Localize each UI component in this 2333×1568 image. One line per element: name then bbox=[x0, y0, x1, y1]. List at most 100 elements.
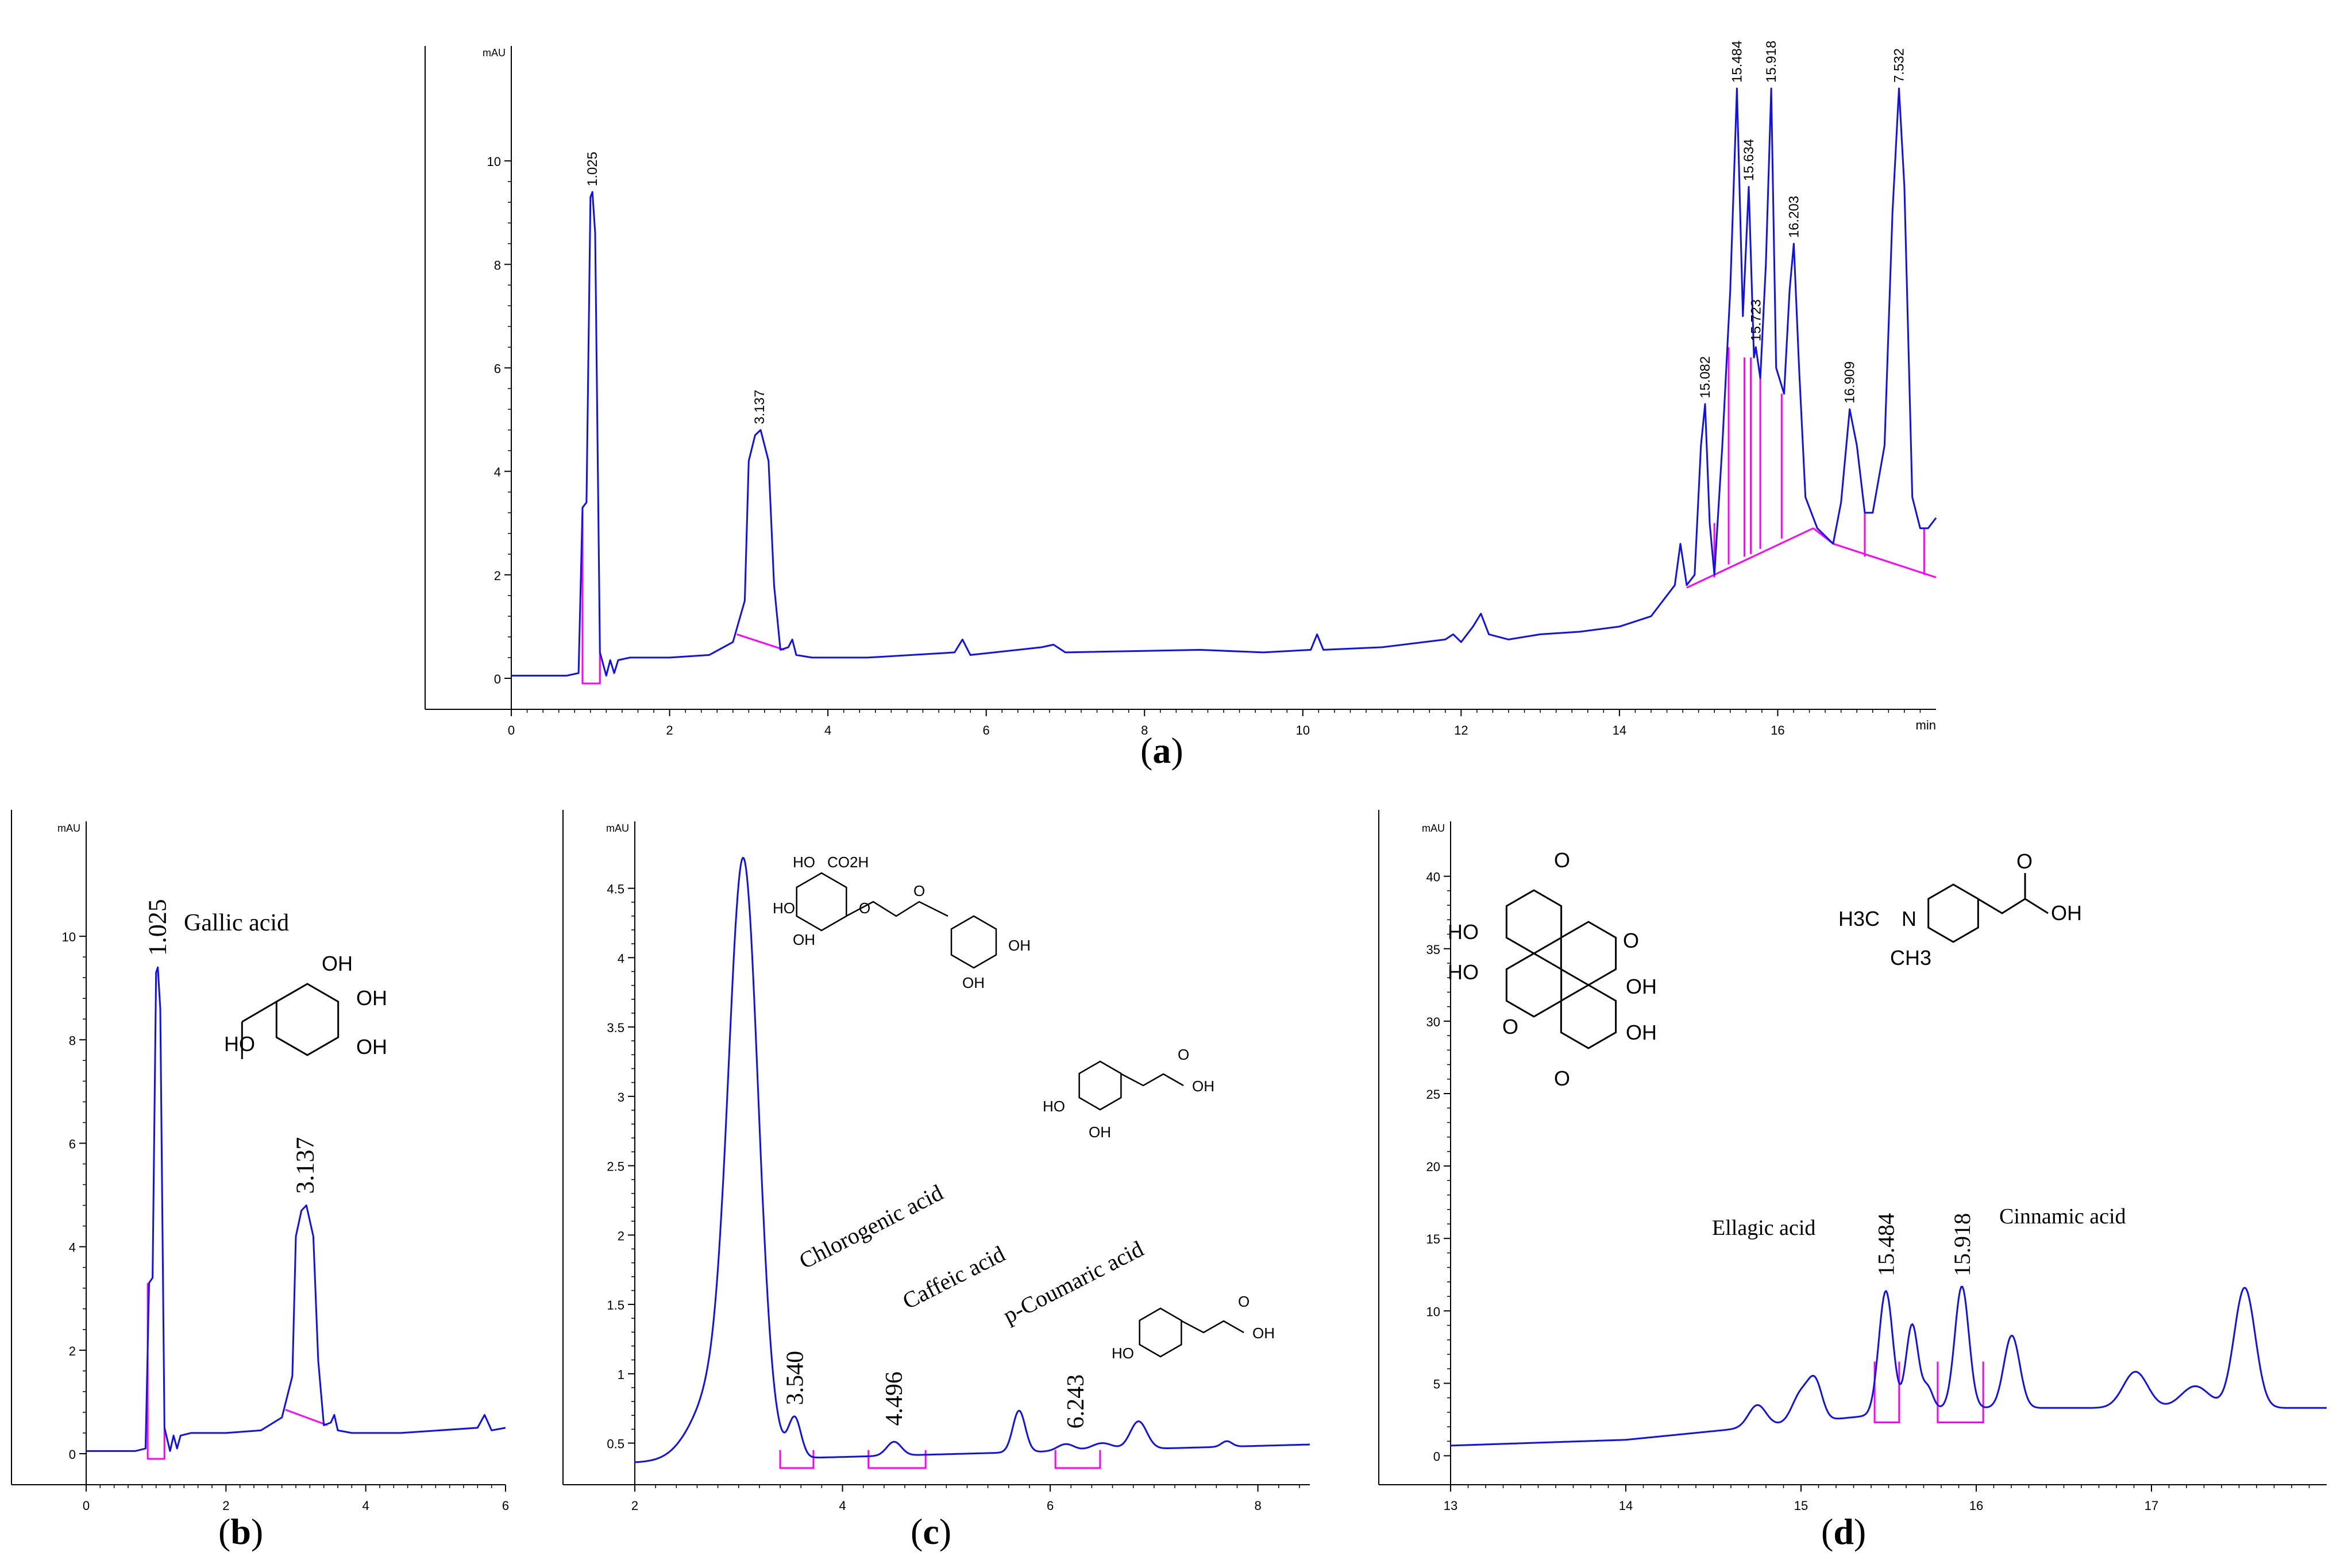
integration-baseline bbox=[1813, 527, 1937, 578]
y-tick-label: 0 bbox=[1433, 1450, 1440, 1464]
peak-label: 16.909 bbox=[1842, 361, 1858, 403]
y-tick-label: 1 bbox=[618, 1368, 624, 1382]
x-tick-label: 14 bbox=[1619, 1499, 1633, 1513]
structure-atom-label: OH bbox=[1626, 1021, 1657, 1044]
y-tick-label: 0 bbox=[494, 672, 501, 686]
structure-atom-label: O bbox=[1238, 1293, 1250, 1310]
aromatic-ring bbox=[1560, 984, 1617, 1049]
y-tick-label: 8 bbox=[494, 258, 501, 272]
caption-d: (d) bbox=[1821, 1511, 1867, 1552]
structure-atom-label: HO bbox=[773, 899, 795, 917]
x-tick-label: 17 bbox=[2145, 1499, 2158, 1513]
x-tick-label: 15 bbox=[1794, 1499, 1808, 1513]
peak-label: 6.243 bbox=[1063, 1374, 1089, 1429]
chart-d: 0 5 10 15 20 25 30 35 40 13 14 15 16 17 mAU 15.484 15.91… bbox=[1378, 798, 2327, 1513]
y-tick-label: 5 bbox=[1433, 1377, 1440, 1391]
aromatic-ring bbox=[1560, 921, 1617, 986]
x-tick-label: 12 bbox=[1454, 723, 1468, 737]
peak-label: 3.137 bbox=[752, 390, 768, 424]
x-tick-label: 6 bbox=[983, 723, 990, 737]
structure-atom-label: H3C bbox=[1838, 907, 1880, 930]
aromatic-ring bbox=[1505, 952, 1563, 1018]
aromatic-ring bbox=[1505, 889, 1563, 955]
structure-atom-label: OH bbox=[356, 1035, 387, 1059]
caption-a: (a) bbox=[1140, 730, 1183, 771]
bond-chain bbox=[1181, 1320, 1244, 1334]
x-tick-label: 4 bbox=[824, 723, 831, 737]
integration-baseline bbox=[146, 1283, 165, 1460]
peak-label: 15.918 bbox=[1764, 41, 1779, 83]
peak-label: 3.137 bbox=[291, 1137, 319, 1194]
compound-label: Ellagic acid bbox=[1712, 1216, 1815, 1240]
structure-atom-label: HO bbox=[224, 1032, 255, 1056]
benzene-ring bbox=[275, 983, 340, 1056]
structure-atom-label: HO bbox=[1112, 1345, 1134, 1362]
structure-atom-label: HO bbox=[1448, 960, 1479, 984]
x-tick-label: 13 bbox=[1444, 1499, 1457, 1513]
x-tick-label: 4 bbox=[839, 1499, 846, 1513]
structure-atom-label: HO bbox=[1448, 920, 1479, 944]
peak-label: 15.634 bbox=[1741, 139, 1757, 181]
structure-atom-label: OH bbox=[1252, 1324, 1275, 1342]
chart-c: 0.5 1 1.5 2 2.5 3 3.5 4 4.5 2 4 6 8 mAU 3.540 4.496 6.24… bbox=[562, 798, 1321, 1513]
structure-atom-label: OH bbox=[962, 974, 985, 991]
structure-atom-label: N bbox=[1902, 907, 1916, 930]
chart-b: 0 2 4 6 8 10 0 2 4 6 mAU 1.025 3.137 Gallic acid OH OH H… bbox=[0, 798, 509, 1513]
benzene-ring bbox=[1927, 883, 1979, 943]
x-tick-label: 16 bbox=[1969, 1499, 1983, 1513]
bond bbox=[241, 1001, 277, 1023]
peak-label: 15.918 bbox=[1949, 1213, 1975, 1276]
peak-label: 15.484 bbox=[1873, 1213, 1899, 1276]
cyclohexane-ring bbox=[796, 872, 847, 932]
chromatogram-trace bbox=[634, 856, 1310, 1463]
y-tick-label: 15 bbox=[1426, 1232, 1440, 1246]
peak-label: 1.025 bbox=[585, 152, 600, 186]
x-tick-label: 2 bbox=[631, 1499, 638, 1513]
chart-a-svg: 0 2 4 6 8 10 0 2 4 6 8 10 12 14 16 mAU min 1.025 3.137 15.0… bbox=[425, 41, 1937, 737]
y-tick-label: 35 bbox=[1426, 943, 1440, 957]
chart-d-svg: 0 5 10 15 20 25 30 35 40 13 14 15 16 17 mAU 15.484 15.91… bbox=[1378, 810, 2327, 1513]
integration-baseline bbox=[1686, 527, 1814, 589]
bond-chain bbox=[1121, 1073, 1184, 1087]
compound-label: Caffeic acid bbox=[899, 1241, 1009, 1314]
caption-b: (b) bbox=[218, 1511, 264, 1552]
integration-box bbox=[1054, 1450, 1101, 1469]
structure-atom-label: OH bbox=[1192, 1077, 1214, 1095]
structure-atom-label: O bbox=[1502, 1015, 1518, 1038]
y-tick-label: 30 bbox=[1426, 1015, 1440, 1029]
x-tick-label: 4 bbox=[363, 1499, 369, 1513]
structure-atom-label: OH bbox=[1089, 1123, 1111, 1141]
y-axis-label: mAU bbox=[606, 822, 629, 834]
y-tick-label: 25 bbox=[1426, 1087, 1440, 1102]
structure-atom-label: O bbox=[1623, 929, 1639, 952]
compound-label: Cinnamic acid bbox=[1999, 1204, 2126, 1229]
structure-atom-label: CO2H bbox=[827, 853, 869, 871]
y-tick-label: 4 bbox=[618, 951, 624, 965]
structure-atom-label: CH3 bbox=[1890, 946, 1931, 970]
structure-atom-label: OH bbox=[322, 952, 353, 975]
compound-label: Gallic acid bbox=[184, 910, 289, 936]
caption-c: (c) bbox=[911, 1511, 952, 1552]
peak-label: 15.484 bbox=[1729, 41, 1745, 83]
y-tick-label: 0.5 bbox=[607, 1437, 624, 1451]
compound-label: p-Coumaric acid bbox=[999, 1235, 1148, 1328]
y-tick-label: 10 bbox=[487, 155, 501, 169]
y-tick-label: 2 bbox=[69, 1344, 76, 1358]
structure-atom-label: O bbox=[913, 882, 925, 899]
peak-label: 16.203 bbox=[1786, 196, 1802, 238]
integration-box bbox=[1873, 1361, 1900, 1424]
structure-atom-label: O bbox=[1178, 1046, 1189, 1063]
y-axis-label: mAU bbox=[1422, 822, 1445, 834]
y-tick-label: 10 bbox=[62, 930, 76, 944]
y-tick-label: 3.5 bbox=[607, 1021, 624, 1035]
x-axis-label: min bbox=[1916, 718, 1936, 732]
y-tick-label: 6 bbox=[69, 1137, 76, 1151]
integration-box bbox=[1937, 1361, 1984, 1424]
y-tick-label: 40 bbox=[1426, 870, 1440, 885]
y-tick-label: 10 bbox=[1426, 1304, 1440, 1319]
x-tick-label: 8 bbox=[1254, 1499, 1261, 1513]
y-tick-label: 1.5 bbox=[607, 1298, 624, 1312]
x-tick-label: 6 bbox=[1047, 1499, 1054, 1513]
y-axis-label: mAU bbox=[483, 47, 506, 59]
